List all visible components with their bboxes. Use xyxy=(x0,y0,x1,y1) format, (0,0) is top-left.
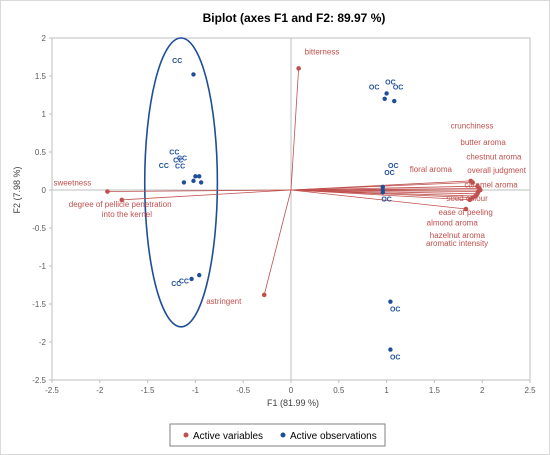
x-tick-label: 0 xyxy=(289,386,294,395)
variable-vector xyxy=(107,189,292,192)
tick-labels: -2.5 -2 -1.5 -1 -0.5 0 0.5 1 1.5 2 2.5 2 1.5 1 0.5 0 -0.… xyxy=(32,34,536,395)
x-axis-label: F1 (81.99 %) xyxy=(267,398,319,408)
variable-label: aromatic intensity xyxy=(426,239,488,248)
variable-vector xyxy=(121,189,292,201)
variable-vector xyxy=(290,180,471,191)
variable-label: ease of peeling xyxy=(439,208,493,217)
variable-vector xyxy=(263,189,292,295)
legend-box xyxy=(169,423,386,447)
x-tick-label: -1.5 xyxy=(141,386,155,395)
observation-point xyxy=(388,347,393,352)
y-tick-label: 0 xyxy=(42,186,47,195)
observation-label: CC xyxy=(173,158,183,165)
observation-point xyxy=(380,190,385,195)
y-tick-label: -0.5 xyxy=(32,224,46,233)
observation-point xyxy=(384,91,389,96)
variable-point xyxy=(468,178,474,184)
variable-point xyxy=(105,189,110,194)
observation-point xyxy=(189,276,194,282)
variable-label: overall judgment xyxy=(467,166,526,175)
observation-point xyxy=(198,180,204,185)
variable-label: seed colour xyxy=(446,194,488,203)
variable-point xyxy=(261,292,267,298)
y-tick-label: -2.5 xyxy=(32,376,46,385)
data-marks: bitterness sweetness degree of pellicle pe… xyxy=(53,37,527,361)
chart-title: Biplot (axes F1 and F2: 89.97 %) xyxy=(203,11,386,25)
variable-label: degree of pellicle penetration into the k… xyxy=(69,200,172,219)
observation-label: CC xyxy=(179,278,189,285)
observation-point xyxy=(380,184,385,190)
observation-point xyxy=(181,180,187,185)
observation-label: OC xyxy=(369,85,380,92)
legend-observations-label: Active observations xyxy=(290,431,377,442)
legend-observations-marker xyxy=(280,432,286,438)
y-tick-label: -1 xyxy=(39,262,47,271)
variable-point xyxy=(467,197,473,203)
observation-label: CC xyxy=(175,164,185,171)
y-tick-label: 1.5 xyxy=(35,72,47,81)
variable-label: butter aroma xyxy=(460,138,506,147)
observation-point xyxy=(191,72,196,77)
observation-point xyxy=(392,98,397,104)
variable-label: almond aroma xyxy=(427,219,479,228)
variable-point xyxy=(463,206,469,212)
variable-vector xyxy=(290,189,470,201)
observation-label: OC xyxy=(390,307,401,314)
legend: Active variables Active observations xyxy=(169,423,386,447)
x-tick-label: -2 xyxy=(96,386,104,395)
observation-point xyxy=(191,178,196,184)
x-tick-label: 2 xyxy=(480,386,485,395)
observation-label: OC xyxy=(381,196,392,203)
x-tick-label: 1.5 xyxy=(429,386,441,395)
variable-label: chestnut aroma xyxy=(466,152,522,161)
y-axis-label: F2 (7.98 %) xyxy=(12,166,22,213)
observation-label: OC xyxy=(384,170,395,177)
observation-label: CC xyxy=(171,281,181,288)
y-tick-label: 2 xyxy=(42,34,47,43)
observation-label: CC xyxy=(169,149,179,156)
x-tick-label: -2.5 xyxy=(45,386,59,395)
variable-vector xyxy=(290,189,466,210)
x-tick-label: 0.5 xyxy=(333,386,345,395)
observation-point xyxy=(197,272,202,278)
observation-label: CC xyxy=(172,58,182,65)
variable-point xyxy=(296,66,301,71)
y-tick-label: 0.5 xyxy=(35,148,47,157)
observation-point xyxy=(388,299,393,304)
variable-vector xyxy=(290,68,300,191)
variable-point xyxy=(119,197,125,203)
legend-variables-label: Active variables xyxy=(193,431,263,442)
observation-label: OC xyxy=(390,354,401,361)
x-tick-label: -1 xyxy=(192,386,200,395)
observation-label: OC xyxy=(388,163,399,170)
x-tick-label: 2.5 xyxy=(524,386,536,395)
observation-point xyxy=(193,174,198,179)
variable-label: caramel aroma xyxy=(464,181,518,190)
x-tick-label: -0.5 xyxy=(236,386,250,395)
y-tick-label: 1 xyxy=(42,110,47,119)
variable-label: crunchiness xyxy=(451,121,494,130)
y-tick-label: -1.5 xyxy=(32,300,46,309)
observation-label: CC xyxy=(177,155,187,162)
observation-point xyxy=(382,96,387,102)
observation-label: OC xyxy=(393,85,404,92)
variable-label: astringent xyxy=(206,297,242,306)
variable-label: floral aroma xyxy=(410,165,453,174)
observation-point xyxy=(197,174,202,179)
variable-label: sweetness xyxy=(53,179,91,188)
x-tick-label: 1 xyxy=(384,386,389,395)
legend-variables-marker xyxy=(183,432,189,438)
observation-label: OC xyxy=(385,79,396,86)
y-tick-label: -2 xyxy=(39,338,47,347)
group-ellipse xyxy=(143,37,219,328)
variable-label: hazelnut aroma xyxy=(430,231,486,240)
variable-label: bitterness xyxy=(305,47,340,56)
observation-label: CC xyxy=(159,163,169,170)
